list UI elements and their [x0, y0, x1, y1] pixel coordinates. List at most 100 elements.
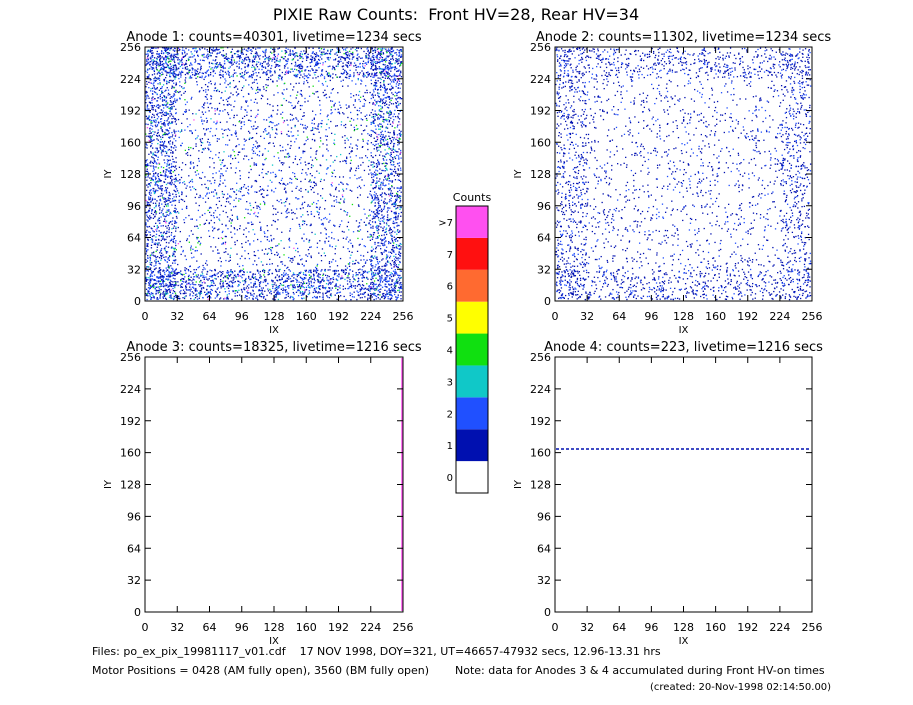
- pixel: [344, 58, 346, 60]
- pixel: [391, 279, 393, 281]
- pixel: [158, 204, 160, 206]
- pixel: [146, 273, 149, 275]
- pixel: [349, 239, 351, 241]
- pixel: [385, 250, 387, 252]
- pixel: [316, 263, 319, 266]
- pixel: [168, 288, 171, 290]
- pixel: [145, 280, 147, 282]
- pixel: [247, 189, 250, 191]
- pixel: [380, 108, 382, 110]
- pixel: [150, 136, 152, 138]
- pixel: [331, 278, 333, 280]
- pixel: [295, 73, 297, 76]
- pixel: [263, 189, 265, 192]
- pixel: [195, 274, 197, 276]
- pixel: [281, 261, 283, 263]
- pixel: [174, 211, 176, 213]
- pixel: [173, 169, 176, 172]
- pixel: [197, 209, 200, 212]
- pixel: [348, 250, 351, 253]
- pixel: [195, 219, 198, 221]
- pixel: [160, 192, 163, 195]
- pixel: [220, 275, 222, 277]
- pixel: [344, 147, 346, 149]
- pixel: [181, 191, 183, 193]
- pixel: [317, 58, 320, 61]
- pixel: [294, 61, 297, 63]
- pixel: [201, 284, 203, 287]
- pixel: [219, 121, 222, 124]
- pixel: [147, 123, 149, 126]
- pixel: [175, 53, 177, 56]
- pixel: [163, 66, 165, 68]
- pixel: [165, 189, 167, 191]
- pixel: [146, 108, 149, 110]
- pixel: [378, 149, 380, 151]
- pixel: [256, 207, 258, 209]
- pixel: [145, 277, 147, 279]
- pixel: [208, 61, 211, 64]
- pixel: [301, 124, 304, 126]
- pixel: [281, 111, 284, 114]
- pixel: [344, 159, 346, 162]
- pixel: [149, 193, 151, 195]
- pixel: [286, 71, 289, 73]
- pixel: [149, 207, 151, 209]
- pixel: [307, 168, 309, 170]
- pixel: [201, 76, 203, 79]
- pixel: [291, 53, 293, 55]
- pixel: [371, 276, 373, 278]
- pixel: [166, 231, 168, 233]
- pixel: [379, 168, 381, 170]
- pixel: [161, 91, 163, 93]
- pixel: [292, 296, 294, 299]
- pixel: [275, 284, 277, 286]
- pixel: [266, 133, 269, 135]
- pixel: [344, 135, 346, 137]
- pixel: [298, 281, 300, 283]
- pixel: [389, 50, 391, 52]
- pixel: [260, 261, 263, 263]
- pixel: [334, 253, 336, 255]
- pixel: [212, 47, 214, 49]
- pixel: [391, 295, 393, 297]
- pixel: [329, 279, 332, 281]
- pixel: [346, 64, 348, 67]
- pixel: [201, 87, 203, 89]
- pixel: [375, 60, 377, 63]
- pixel: [175, 76, 177, 78]
- pixel: [320, 140, 322, 142]
- pixel: [152, 279, 155, 281]
- pixel: [298, 82, 300, 84]
- pixel: [360, 259, 362, 261]
- pixel: [312, 165, 314, 167]
- pixel: [376, 287, 378, 289]
- pixel: [325, 159, 328, 161]
- pixel: [246, 271, 248, 273]
- pixel: [194, 129, 197, 131]
- pixel: [296, 75, 298, 77]
- pixel: [167, 71, 169, 74]
- pixel: [165, 256, 167, 258]
- pixel: [328, 261, 331, 263]
- pixel: [145, 160, 147, 162]
- pixel: [339, 291, 342, 293]
- pixel: [150, 292, 153, 294]
- pixel: [287, 152, 290, 155]
- pixel: [349, 269, 351, 271]
- pixel: [394, 287, 396, 290]
- pixel: [275, 286, 278, 288]
- pixel: [157, 139, 159, 141]
- pixel: [349, 156, 352, 158]
- pixel: [197, 63, 199, 65]
- pixel: [347, 221, 350, 223]
- pixel: [165, 238, 167, 241]
- pixel: [255, 92, 257, 94]
- pixel: [259, 274, 261, 276]
- pixel: [161, 276, 163, 278]
- pixel: [155, 290, 157, 292]
- pixel: [163, 96, 166, 99]
- pixel: [400, 133, 402, 136]
- pixel: [172, 101, 174, 104]
- pixel: [388, 280, 390, 282]
